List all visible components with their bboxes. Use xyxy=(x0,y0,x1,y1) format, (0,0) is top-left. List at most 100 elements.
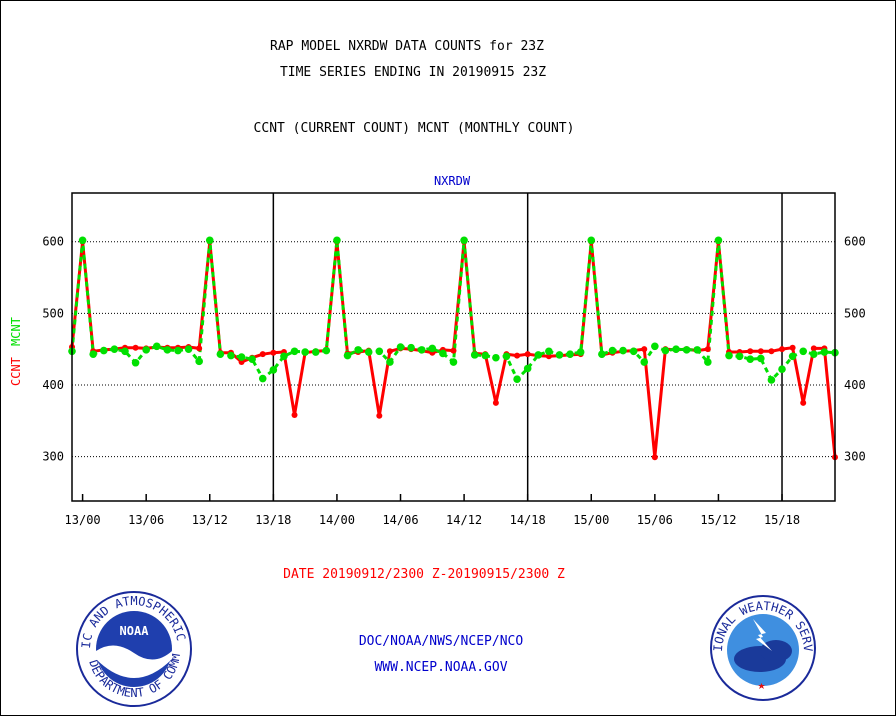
data-point-mcnt xyxy=(195,357,203,366)
data-point-mcnt xyxy=(481,351,490,360)
data-point-mcnt xyxy=(704,358,712,366)
x-tick-label-14-06: 14/06 xyxy=(382,513,418,527)
data-point-ccnt xyxy=(259,351,266,358)
data-point-mcnt xyxy=(428,344,437,353)
chart-title-line-1: RAP MODEL NXRDW DATA COUNTS for 23Z xyxy=(270,39,544,54)
org-line: DOC/NOAA/NWS/NCEP/NCO xyxy=(358,634,524,649)
data-point-mcnt xyxy=(322,346,331,355)
data-point-ccnt xyxy=(524,351,531,358)
data-point-mcnt xyxy=(460,236,468,245)
data-point-mcnt xyxy=(513,375,521,384)
data-point-mcnt xyxy=(682,346,691,354)
plot-frame xyxy=(71,192,836,502)
data-point-ccnt xyxy=(545,353,552,360)
data-point-mcnt xyxy=(523,364,532,373)
data-point-ccnt xyxy=(291,412,298,419)
data-point-mcnt xyxy=(269,366,278,374)
data-point-ccnt xyxy=(376,412,383,419)
data-point-mcnt xyxy=(545,347,553,356)
data-point-ccnt xyxy=(196,345,203,352)
y-tick-label-left-500: 500 xyxy=(42,306,64,320)
data-point-mcnt xyxy=(810,350,818,358)
data-point-mcnt xyxy=(142,346,150,354)
x-tick-label-14-00: 14/00 xyxy=(319,513,355,527)
data-point-mcnt xyxy=(725,351,733,360)
data-point-mcnt xyxy=(598,350,606,358)
data-point-mcnt xyxy=(746,355,755,363)
y-tick-label-right-600: 600 xyxy=(844,235,866,249)
data-point-mcnt xyxy=(576,348,585,356)
data-point-mcnt xyxy=(110,345,119,353)
x-tick-label-14-12: 14/12 xyxy=(446,513,482,527)
data-point-mcnt xyxy=(237,353,246,361)
data-point-mcnt xyxy=(502,352,511,361)
x-tick-label-15-18: 15/18 xyxy=(764,513,800,527)
data-point-mcnt xyxy=(735,352,744,361)
y-tick-label-right-300: 300 xyxy=(844,450,866,464)
data-point-mcnt xyxy=(78,236,87,245)
data-point-mcnt xyxy=(449,358,458,366)
data-point-mcnt xyxy=(439,349,447,358)
data-point-ccnt xyxy=(757,348,764,355)
date-range-label: DATE 20190912/2300 Z-20190915/2300 Z xyxy=(283,567,565,582)
data-point-mcnt xyxy=(672,345,680,353)
data-point-ccnt xyxy=(704,346,711,353)
data-point-ccnt xyxy=(810,345,817,352)
data-point-ccnt xyxy=(386,348,393,355)
data-point-mcnt xyxy=(396,343,405,351)
y-tick-label-right-400: 400 xyxy=(844,378,866,392)
data-point-mcnt xyxy=(152,342,161,351)
data-point-mcnt xyxy=(799,347,808,356)
data-point-mcnt xyxy=(248,355,256,363)
data-point-ccnt xyxy=(132,344,139,351)
data-point-mcnt xyxy=(290,347,299,356)
data-point-mcnt xyxy=(651,342,659,351)
data-point-mcnt xyxy=(121,347,129,356)
url-line: WWW.NCEP.NOAA.GOV xyxy=(374,660,508,675)
data-point-mcnt xyxy=(354,346,362,354)
x-tick-label-15-06: 15/06 xyxy=(637,513,673,527)
data-point-mcnt xyxy=(417,346,426,354)
data-point-mcnt xyxy=(587,236,596,245)
data-point-ccnt xyxy=(238,359,245,366)
data-point-mcnt xyxy=(693,346,702,354)
data-point-ccnt xyxy=(641,346,648,353)
data-point-mcnt xyxy=(788,352,797,361)
data-point-mcnt xyxy=(280,352,288,361)
x-tick-label-13-18: 13/18 xyxy=(255,513,291,527)
data-point-ccnt xyxy=(450,347,457,354)
nws-logo: NATIONAL WEATHER SERVICE xyxy=(708,593,816,701)
x-tick-label-13-00: 13/00 xyxy=(65,513,101,527)
data-point-mcnt xyxy=(89,350,97,358)
data-point-ccnt xyxy=(651,454,658,461)
data-point-mcnt xyxy=(566,350,574,358)
data-point-mcnt xyxy=(343,351,352,360)
data-point-ccnt xyxy=(779,346,786,353)
data-point-mcnt xyxy=(767,376,776,384)
data-point-ccnt xyxy=(270,349,277,356)
data-point-mcnt xyxy=(492,353,500,362)
y-tick-label-right-500: 500 xyxy=(844,306,866,320)
noaa-logo-label: NOAA xyxy=(120,624,150,638)
chart-title-line-2: TIME SERIES ENDING IN 20190915 23Z xyxy=(279,65,547,80)
x-tick-label-13-12: 13/12 xyxy=(192,513,228,527)
data-point-mcnt xyxy=(820,348,829,356)
x-tick-label-13-06: 13/06 xyxy=(128,513,164,527)
data-point-mcnt xyxy=(555,351,564,359)
y-axis-label-mcnt: MCNT xyxy=(9,317,23,346)
data-point-mcnt xyxy=(227,351,235,360)
chart-subtitle: CCNT (CURRENT COUNT) MCNT (MONTHLY COUNT… xyxy=(253,121,575,136)
plot-title: NXRDW xyxy=(434,174,471,188)
data-point-mcnt xyxy=(333,236,341,245)
data-point-mcnt xyxy=(163,346,172,354)
data-point-ccnt xyxy=(800,399,807,406)
y-tick-label-left-600: 600 xyxy=(42,235,64,249)
data-point-mcnt xyxy=(661,346,670,355)
data-point-mcnt xyxy=(131,358,140,367)
noaa-logo: NATIONAL OCEANIC AND ATMOSPHERIC ADMINIS… xyxy=(74,589,192,707)
data-point-mcnt xyxy=(174,346,182,355)
data-point-mcnt xyxy=(608,346,617,355)
data-point-mcnt xyxy=(629,347,638,356)
data-point-mcnt xyxy=(534,351,543,359)
